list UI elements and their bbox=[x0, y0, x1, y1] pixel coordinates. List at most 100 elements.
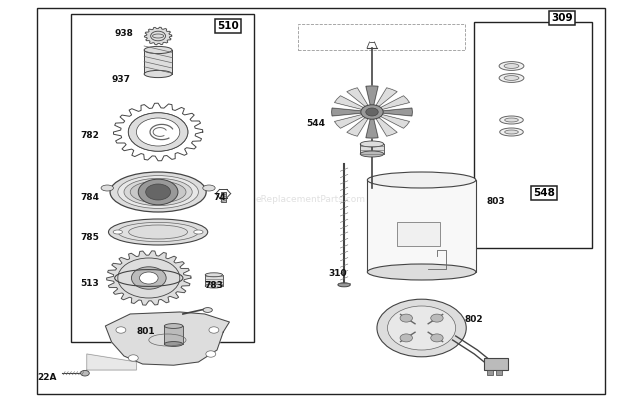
Circle shape bbox=[400, 314, 412, 322]
Circle shape bbox=[431, 314, 443, 322]
Polygon shape bbox=[347, 88, 372, 112]
Text: 782: 782 bbox=[81, 132, 99, 140]
Text: 510: 510 bbox=[217, 21, 239, 31]
Ellipse shape bbox=[367, 264, 476, 280]
Polygon shape bbox=[372, 88, 397, 112]
Text: 513: 513 bbox=[81, 280, 99, 288]
Ellipse shape bbox=[205, 273, 223, 277]
Ellipse shape bbox=[203, 185, 215, 191]
Text: 785: 785 bbox=[81, 234, 99, 242]
Ellipse shape bbox=[113, 230, 123, 234]
Text: 544: 544 bbox=[307, 120, 326, 128]
Ellipse shape bbox=[101, 185, 113, 191]
Circle shape bbox=[206, 351, 216, 357]
Circle shape bbox=[128, 355, 138, 361]
Circle shape bbox=[366, 108, 378, 116]
Polygon shape bbox=[372, 108, 412, 116]
Ellipse shape bbox=[505, 130, 518, 134]
Ellipse shape bbox=[193, 230, 203, 234]
Text: 801: 801 bbox=[136, 328, 155, 336]
Polygon shape bbox=[107, 251, 191, 305]
Text: 783: 783 bbox=[205, 282, 223, 290]
Circle shape bbox=[136, 118, 180, 146]
Ellipse shape bbox=[499, 74, 524, 82]
Circle shape bbox=[81, 370, 89, 376]
Bar bbox=[205, 275, 223, 286]
Ellipse shape bbox=[205, 284, 223, 288]
Polygon shape bbox=[105, 312, 229, 365]
Bar bbox=[474, 22, 592, 248]
Ellipse shape bbox=[122, 272, 175, 284]
Ellipse shape bbox=[500, 128, 523, 136]
Circle shape bbox=[146, 184, 170, 200]
Circle shape bbox=[116, 327, 126, 333]
Bar bbox=[144, 50, 172, 74]
Ellipse shape bbox=[164, 342, 183, 346]
Bar bbox=[360, 144, 384, 154]
Polygon shape bbox=[372, 112, 410, 128]
Text: 784: 784 bbox=[81, 194, 99, 202]
Ellipse shape bbox=[499, 62, 524, 70]
Ellipse shape bbox=[505, 118, 518, 122]
Ellipse shape bbox=[118, 270, 180, 286]
Ellipse shape bbox=[360, 141, 384, 147]
Circle shape bbox=[361, 105, 383, 119]
Bar bbox=[221, 192, 226, 202]
Ellipse shape bbox=[118, 222, 198, 242]
Polygon shape bbox=[372, 96, 410, 112]
Bar bbox=[71, 14, 254, 342]
Ellipse shape bbox=[130, 181, 186, 203]
Ellipse shape bbox=[338, 283, 350, 287]
Circle shape bbox=[431, 334, 443, 342]
Text: 310: 310 bbox=[329, 270, 347, 278]
Bar bbox=[397, 222, 440, 246]
Ellipse shape bbox=[504, 76, 519, 80]
Ellipse shape bbox=[144, 46, 172, 54]
Circle shape bbox=[209, 327, 219, 333]
Polygon shape bbox=[372, 112, 397, 136]
Ellipse shape bbox=[124, 178, 192, 206]
Bar bbox=[164, 325, 183, 344]
Circle shape bbox=[128, 113, 188, 151]
Text: eReplacementParts.com: eReplacementParts.com bbox=[255, 196, 365, 204]
Text: 938: 938 bbox=[115, 30, 133, 38]
Ellipse shape bbox=[153, 34, 164, 38]
Polygon shape bbox=[332, 108, 372, 116]
Ellipse shape bbox=[144, 70, 172, 78]
Text: 803: 803 bbox=[487, 198, 505, 206]
Circle shape bbox=[118, 258, 180, 298]
Circle shape bbox=[131, 267, 166, 289]
Bar bbox=[367, 180, 476, 272]
Ellipse shape bbox=[108, 219, 208, 245]
Text: 802: 802 bbox=[465, 316, 484, 324]
Ellipse shape bbox=[129, 225, 187, 239]
Ellipse shape bbox=[360, 151, 384, 157]
Text: 309: 309 bbox=[552, 13, 573, 23]
Ellipse shape bbox=[500, 116, 523, 124]
Bar bbox=[496, 370, 502, 375]
Bar bbox=[298, 24, 465, 50]
Ellipse shape bbox=[367, 172, 476, 188]
Polygon shape bbox=[144, 27, 172, 45]
Bar bbox=[484, 358, 508, 370]
Text: 548: 548 bbox=[533, 188, 555, 198]
Circle shape bbox=[151, 31, 166, 41]
Text: 22A: 22A bbox=[37, 374, 56, 382]
Polygon shape bbox=[366, 86, 378, 112]
Ellipse shape bbox=[203, 308, 212, 312]
Text: 74: 74 bbox=[214, 194, 226, 202]
Circle shape bbox=[138, 179, 178, 205]
Polygon shape bbox=[334, 112, 372, 128]
Polygon shape bbox=[113, 103, 203, 161]
Ellipse shape bbox=[118, 176, 198, 208]
Circle shape bbox=[400, 334, 412, 342]
Polygon shape bbox=[334, 96, 372, 112]
Ellipse shape bbox=[110, 172, 206, 212]
Polygon shape bbox=[366, 112, 378, 138]
Ellipse shape bbox=[504, 64, 519, 68]
Circle shape bbox=[128, 113, 188, 151]
Ellipse shape bbox=[164, 324, 183, 328]
Circle shape bbox=[377, 299, 466, 357]
Bar bbox=[487, 370, 493, 375]
Polygon shape bbox=[87, 354, 136, 370]
